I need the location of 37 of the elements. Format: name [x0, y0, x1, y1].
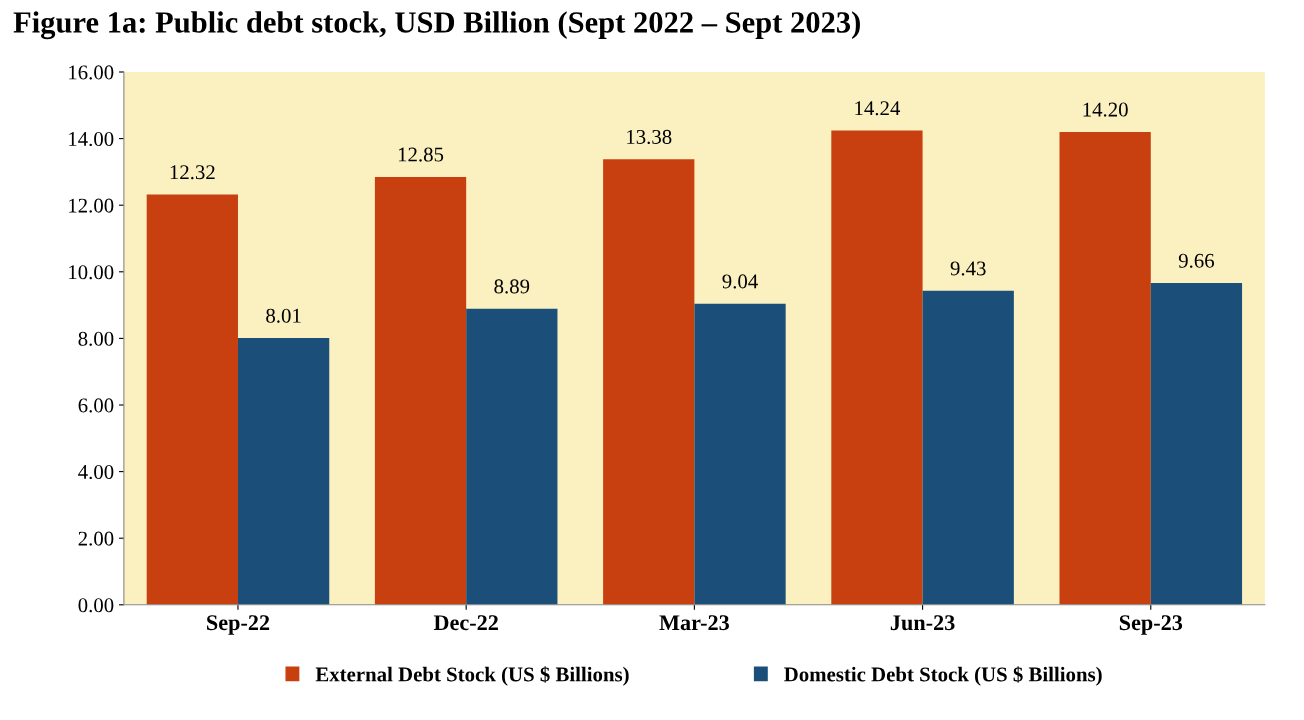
data-label: 13.38 — [627, 129, 672, 144]
y-tick-label: 16.00 — [69, 65, 114, 80]
bar — [374, 176, 467, 605]
bar — [146, 194, 238, 605]
y-tick-label: 4.00 — [78, 464, 114, 480]
legend-label: Domestic Debt Stock (US $ Billions) — [784, 666, 1102, 686]
data-label: 12.32 — [170, 165, 215, 180]
data-label: 9.66 — [1178, 253, 1215, 268]
bar — [922, 290, 1014, 605]
x-tick-label: Sep-22 — [207, 615, 270, 635]
bar — [237, 338, 330, 605]
y-tick-label: 0.00 — [78, 598, 114, 613]
bar — [694, 303, 786, 605]
legend-label: External Debt Stock (US $ Billions) — [315, 666, 629, 686]
y-tick-label: 10.00 — [69, 265, 114, 280]
y-tick-label: 2.00 — [78, 531, 114, 546]
y-tick-label: 14.00 — [69, 131, 114, 147]
x-tick-label: Mar-23 — [659, 615, 729, 631]
bar — [603, 159, 695, 605]
data-label: 8.89 — [494, 279, 530, 294]
bar — [831, 130, 923, 605]
data-label: 9.43 — [950, 261, 986, 276]
data-label: 14.24 — [855, 101, 901, 116]
chart-title: Figure 1a: Public debt stock, USD Billion (Sept 2022 – Sept 2023) — [13, 11, 860, 40]
x-tick-label: Sep-23 — [1119, 615, 1183, 635]
data-label: 9.04 — [722, 274, 758, 289]
bar — [1150, 283, 1243, 605]
bar — [1059, 131, 1151, 605]
y-tick-label: 8.00 — [78, 331, 114, 346]
y-tick-label: 12.00 — [69, 198, 114, 213]
data-label: 12.85 — [398, 147, 444, 162]
x-tick-label: Jun-23 — [890, 615, 955, 631]
bar — [466, 308, 558, 605]
data-label: 8.01 — [266, 308, 301, 323]
data-label: 14.20 — [1083, 102, 1128, 117]
y-tick-label: 6.00 — [78, 398, 114, 413]
x-tick-label: Dec-22 — [433, 615, 498, 631]
